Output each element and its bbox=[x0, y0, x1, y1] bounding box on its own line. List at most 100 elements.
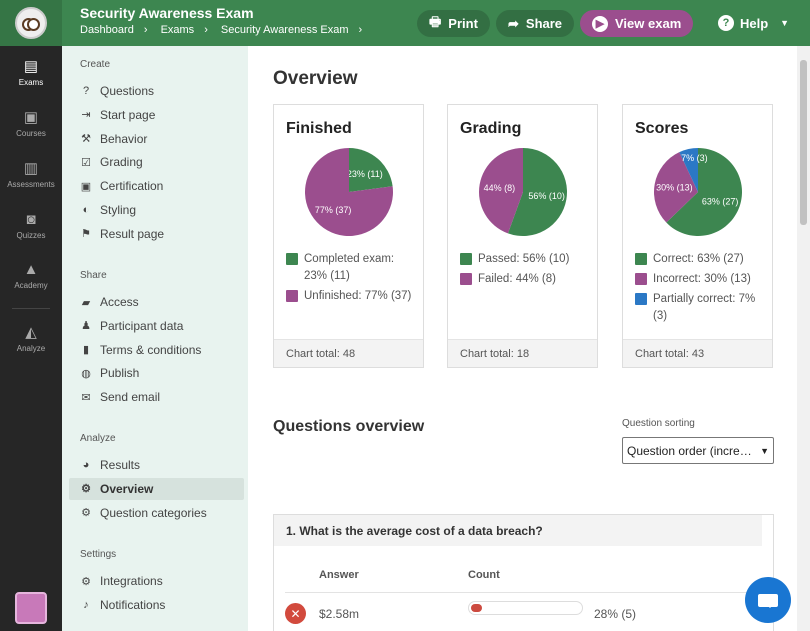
sidebar-item-label: Certification bbox=[100, 179, 164, 194]
chart-title: Scores bbox=[635, 120, 689, 137]
rail-analyze[interactable]: ◭ Analyze bbox=[0, 324, 62, 354]
chart-title: Grading bbox=[460, 120, 522, 137]
legend-item: Incorrect: 30% (13) bbox=[635, 271, 767, 288]
bell-icon: ♪ bbox=[83, 598, 89, 611]
sidebar-item-send-email[interactable]: ✉ Send email bbox=[69, 386, 244, 408]
sidebar-item-label: Grading bbox=[100, 155, 143, 170]
sidebar-item-questions[interactable]: ? Questions bbox=[69, 80, 244, 102]
sidebar-item-overview[interactable]: ⚙ Overview bbox=[69, 477, 244, 500]
chat-bubble-icon bbox=[758, 593, 778, 608]
chat-button[interactable] bbox=[745, 577, 791, 623]
print-button[interactable]: 🖶 Print bbox=[417, 10, 490, 37]
sidebar-item-result-page[interactable]: ⚑ Result page bbox=[69, 223, 244, 245]
breadcrumb-dashboard[interactable]: Dashboard bbox=[80, 24, 134, 36]
rail-label: Courses bbox=[16, 129, 46, 138]
count-column-header: Count bbox=[468, 569, 500, 581]
sidebar-item-label: Start page bbox=[100, 107, 156, 122]
breadcrumb: Dashboard › Exams › Security Awareness Exa… bbox=[80, 24, 372, 37]
sidebar-item-label: Behavior bbox=[100, 131, 148, 146]
sidebar-heading-create: Create bbox=[80, 59, 111, 70]
rail-academy[interactable]: ▲ Academy bbox=[0, 261, 62, 291]
legend-swatch bbox=[460, 273, 472, 285]
sidebar-item-results[interactable]: ◕ Results bbox=[69, 454, 244, 476]
slice-data-label: 7% (3) bbox=[681, 153, 708, 163]
pie-slice-correct[interactable] bbox=[666, 148, 742, 236]
legend-label: Unfinished: 77% (37) bbox=[304, 290, 412, 302]
pie-slice-completed-exam[interactable] bbox=[349, 148, 393, 192]
chevron-right-icon: › bbox=[358, 24, 363, 36]
chart-card-finished: Finished 23% (11) 77% (37) Completed exam: … bbox=[273, 104, 424, 368]
pie-chart: 23% (11) 77% (37) bbox=[305, 148, 393, 236]
scrollbar[interactable] bbox=[797, 46, 810, 631]
sidebar-heading-share: Share bbox=[80, 270, 107, 281]
chart-legend: Completed exam: 23% (11) Unfinished: 77% … bbox=[286, 251, 418, 308]
file-icon: ▮ bbox=[82, 344, 90, 357]
clipboard-check-icon: ☑ bbox=[81, 156, 91, 169]
sidebar-item-label: Terms & conditions bbox=[100, 342, 202, 357]
legend-label: Passed: 56% (10) bbox=[478, 253, 570, 265]
question-title: 1. What is the average cost of a data br… bbox=[274, 515, 762, 546]
sidebar-item-styling[interactable]: ◐ Styling bbox=[69, 199, 244, 221]
pie-slice-incorrect[interactable] bbox=[654, 152, 698, 223]
sidebar-item-label: Notifications bbox=[100, 597, 166, 612]
incorrect-x-icon: ✕ bbox=[285, 603, 306, 624]
rail-courses[interactable]: ▣ Courses bbox=[0, 109, 62, 139]
help-menu[interactable]: ? Help ▼ bbox=[718, 15, 789, 31]
sidebar-item-terms-conditions[interactable]: ▮ Terms & conditions bbox=[69, 339, 244, 361]
user-avatar[interactable] bbox=[15, 592, 47, 624]
sidebar-item-label: Send email bbox=[100, 390, 161, 405]
sidebar-heading-analyze: Analyze bbox=[80, 433, 116, 444]
question-sorting-select[interactable]: Question order (increasing)▼ bbox=[622, 437, 774, 464]
main-content: Overview Finished 23% (11) 77% (37) Complet… bbox=[248, 46, 797, 631]
sidebar-item-participant-data[interactable]: ♟ Participant data bbox=[69, 315, 244, 337]
sidebar-item-question-categories[interactable]: ⚙ Question categories bbox=[69, 502, 244, 524]
rail-exams[interactable]: ▤ Exams bbox=[0, 58, 62, 88]
sidebar-item-label: Results bbox=[100, 458, 141, 472]
divider bbox=[285, 592, 775, 593]
sidebar: Create ? Questions ⇥ Start page ⚒ Behavior ☑ Gra… bbox=[62, 46, 248, 631]
pie-slice-unfinished[interactable] bbox=[305, 148, 393, 236]
legend-item: Correct: 63% (27) bbox=[635, 251, 767, 268]
legend-item: Passed: 56% (10) bbox=[460, 251, 592, 268]
chevron-right-icon: › bbox=[204, 24, 208, 36]
flag-icon: ⚑ bbox=[81, 228, 91, 241]
sidebar-item-start-page[interactable]: ⇥ Start page bbox=[69, 104, 244, 126]
share-button[interactable]: ➦ Share bbox=[496, 10, 575, 37]
rail-quizzes[interactable]: ◙ Quizzes bbox=[0, 211, 62, 241]
view-exam-button[interactable]: ▶ View exam bbox=[580, 10, 694, 37]
share-label: Share bbox=[525, 16, 563, 31]
legend-item: Partially correct: 7% (3) bbox=[635, 291, 767, 325]
slice-data-label: 30% (13) bbox=[656, 183, 693, 193]
breadcrumb-exam[interactable]: Security Awareness Exam bbox=[220, 24, 349, 36]
question-circle-icon: ? bbox=[718, 15, 734, 31]
sidebar-item-notifications[interactable]: ♪ Notifications bbox=[69, 594, 244, 616]
gear-icon: ⚙ bbox=[81, 575, 91, 588]
top-bar: Security Awareness Exam Dashboard › Exams… bbox=[0, 0, 810, 46]
scrollbar-thumb[interactable] bbox=[800, 60, 807, 225]
sidebar-item-integrations[interactable]: ⚙ Integrations bbox=[69, 570, 244, 592]
login-icon: ⇥ bbox=[81, 109, 91, 122]
pie-slice-partially-correct[interactable] bbox=[679, 148, 698, 192]
sidebar-item-publish[interactable]: ◍ Publish bbox=[69, 362, 244, 384]
pie-slice-failed[interactable] bbox=[479, 148, 523, 234]
lock-icon: ▰ bbox=[81, 296, 91, 309]
legend-swatch bbox=[635, 253, 647, 265]
legend-item: Failed: 44% (8) bbox=[460, 271, 592, 288]
pie-slice-passed[interactable] bbox=[507, 148, 567, 236]
sidebar-item-behavior[interactable]: ⚒ Behavior bbox=[69, 128, 244, 150]
certificate-icon: ▣ bbox=[80, 180, 92, 193]
chart-legend: Passed: 56% (10) Failed: 44% (8) bbox=[460, 251, 592, 291]
question-box-icon: ? bbox=[82, 85, 90, 97]
sidebar-item-grading[interactable]: ☑ Grading bbox=[69, 151, 244, 173]
sidebar-item-certification[interactable]: ▣ Certification bbox=[69, 175, 244, 197]
logo[interactable] bbox=[0, 0, 62, 46]
legend-swatch bbox=[635, 293, 647, 305]
breadcrumb-exams[interactable]: Exams bbox=[160, 24, 195, 36]
rail-assessments[interactable]: ▥ Assessments bbox=[0, 160, 62, 190]
wrench-icon: ⚒ bbox=[81, 133, 91, 146]
chevron-down-icon: ▼ bbox=[760, 445, 769, 456]
sidebar-item-access[interactable]: ▰ Access bbox=[69, 291, 244, 313]
app-rail: ▤ Exams ▣ Courses ▥ Assessments ◙ Quizzes ▲ A… bbox=[0, 46, 62, 631]
sort-value: Question order (increasing) bbox=[627, 443, 757, 458]
slice-data-label: 77% (37) bbox=[315, 205, 352, 215]
